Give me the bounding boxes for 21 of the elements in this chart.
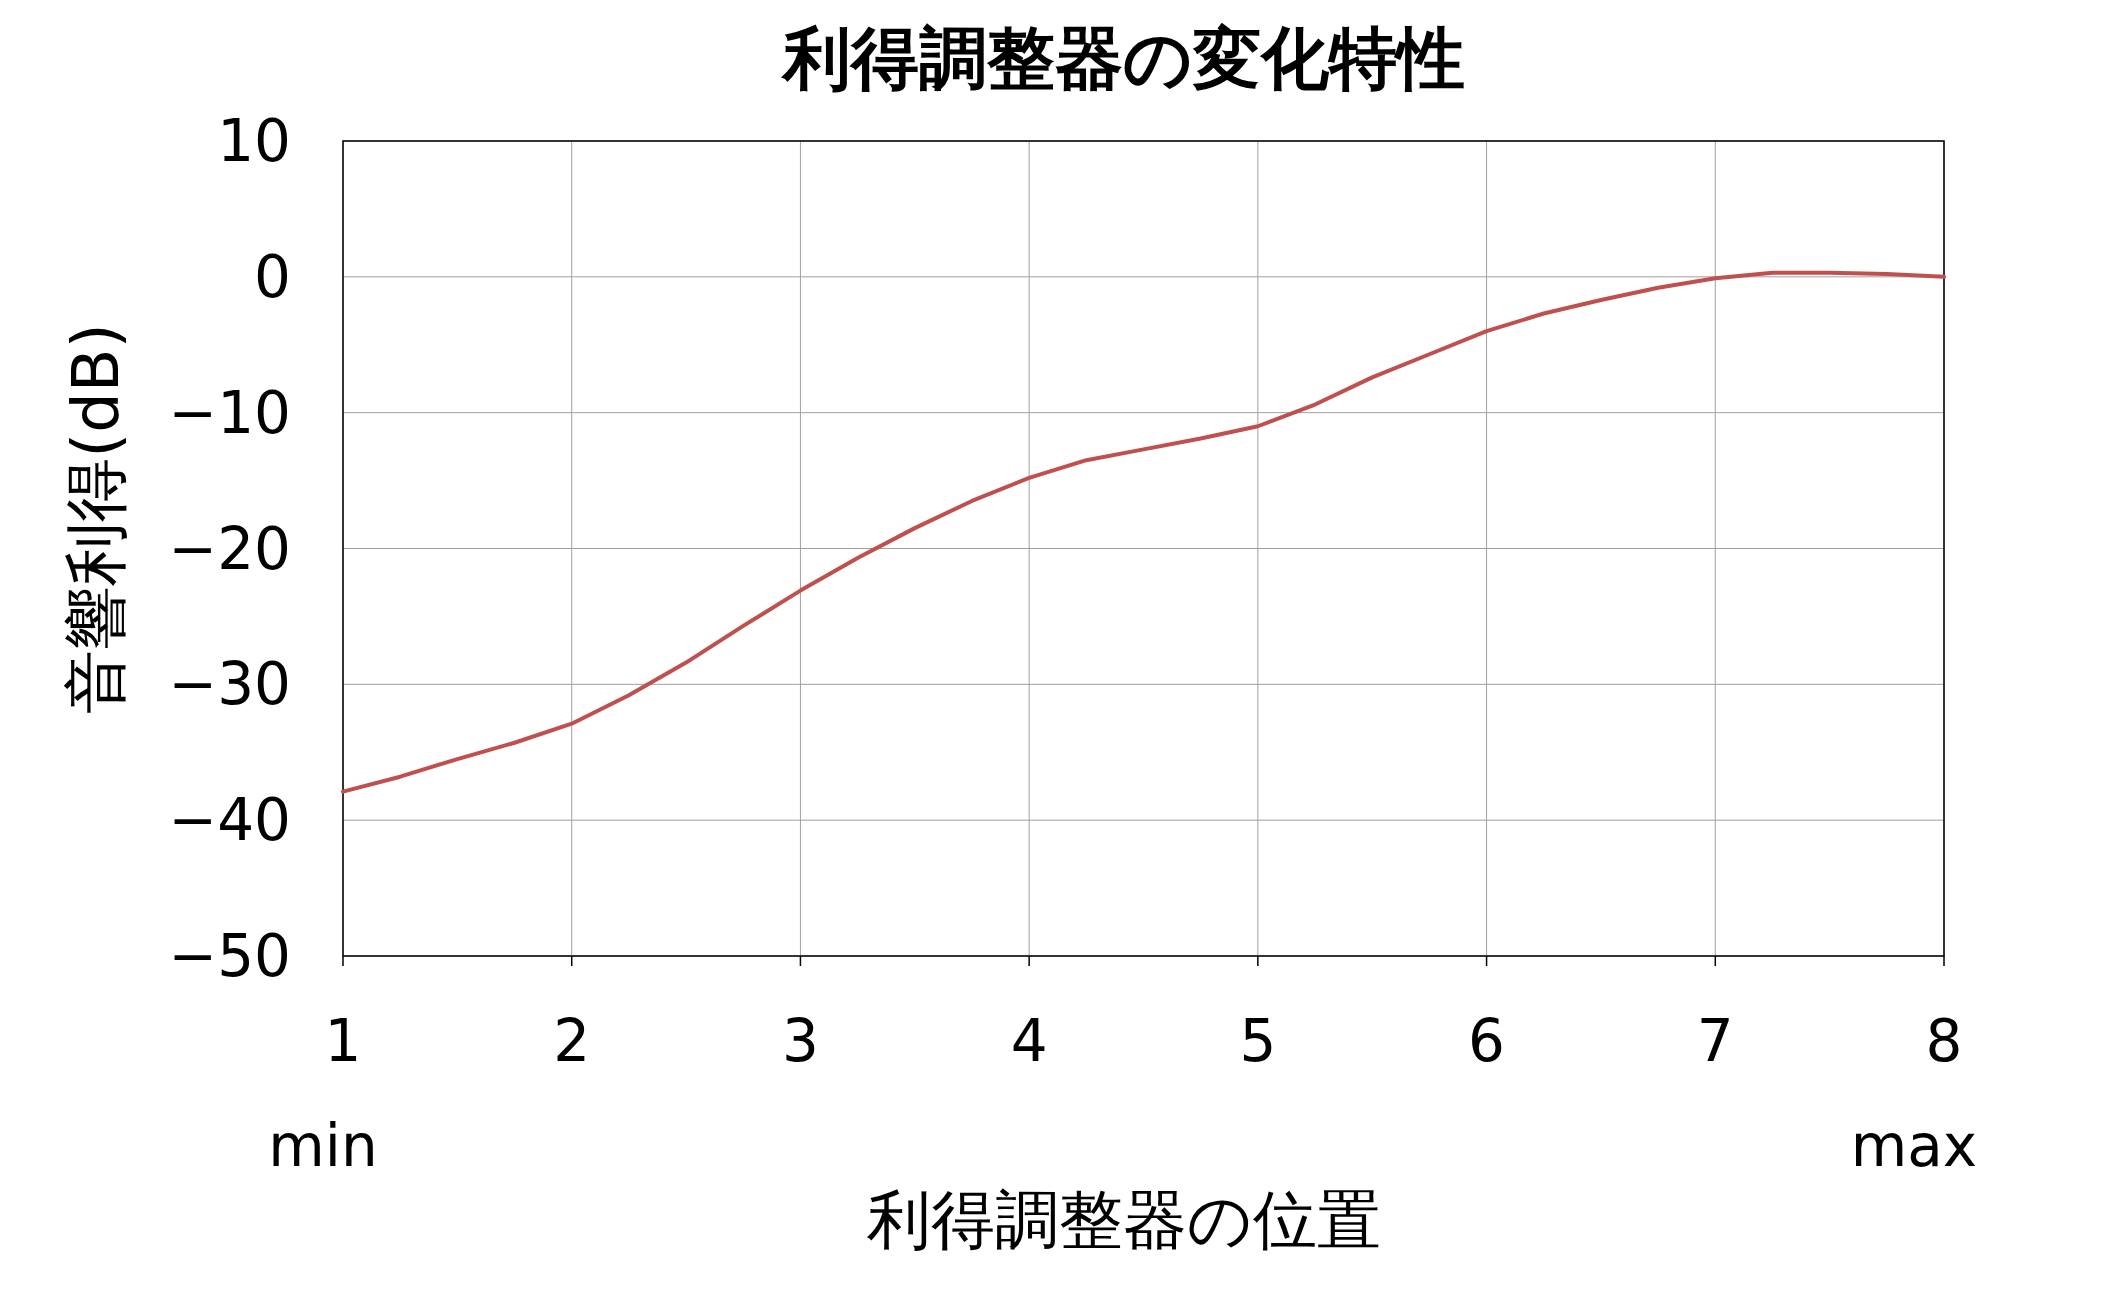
- x-tick-label: 8: [1925, 1007, 1963, 1075]
- chart-title: 利得調整器の変化特性: [779, 19, 1465, 98]
- x-tick-label: 1: [324, 1007, 362, 1075]
- y-tick-label: −50: [168, 922, 291, 990]
- text: min: [268, 1112, 378, 1180]
- x-tick-label: 3: [781, 1007, 819, 1075]
- y-tick-label: −40: [168, 786, 291, 855]
- x-tick-label: 7: [1696, 1007, 1734, 1075]
- line-series: [341, 270, 1946, 794]
- y-axis-title: 音響利得(dB): [59, 323, 133, 714]
- y-tick-label: −30: [168, 650, 291, 719]
- x-tick-label: 2: [553, 1007, 591, 1075]
- x-tick-label: 6: [1468, 1007, 1506, 1075]
- y-tick-label: 10: [217, 107, 291, 175]
- y-tick-label: −10: [168, 378, 291, 447]
- text: max: [1850, 1112, 1978, 1180]
- y-tick-label: −20: [168, 514, 291, 583]
- y-tick-label: 0: [254, 242, 291, 311]
- x-axis-title: 利得調整器の位置: [866, 1183, 1381, 1257]
- x-tick-label: 4: [1010, 1007, 1048, 1075]
- x-tick-label: 5: [1239, 1007, 1277, 1075]
